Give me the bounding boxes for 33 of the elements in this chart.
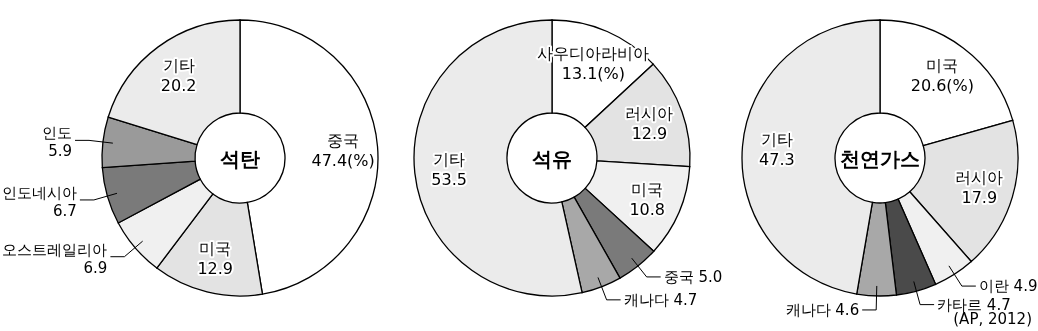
slice-label: 인도네시아 xyxy=(1,183,77,202)
slice-label: 미국 xyxy=(199,239,232,259)
slice-label: 중국 xyxy=(327,130,360,150)
slice-label: 캐나다 4.6 xyxy=(785,300,860,319)
slice-label: 미국 xyxy=(926,56,959,76)
slice-label: 오스트레일리아 xyxy=(2,240,108,259)
slice-label: 인도 xyxy=(42,124,73,143)
text: 석탄 xyxy=(220,147,260,171)
data-label: 47.3 xyxy=(759,150,795,170)
slice-label: 기타 xyxy=(162,55,195,75)
data-label: 12.9 xyxy=(197,259,234,279)
data-label: 53.5 xyxy=(431,170,467,190)
text: (AP, 2012) xyxy=(953,310,1032,328)
data-label: 6.7 xyxy=(53,201,77,220)
data-label: 10.8 xyxy=(629,199,666,219)
slice-label: 중국 5.0 xyxy=(663,267,723,286)
slice-label: 기타 xyxy=(760,130,793,150)
data-label: 20.2 xyxy=(160,75,197,95)
data-label: 13.1(%) xyxy=(561,64,626,84)
text: 석유 xyxy=(532,147,572,171)
data-label: 5.9 xyxy=(48,142,73,161)
slice-label: 기타 xyxy=(433,150,466,170)
data-label: 12.9 xyxy=(631,124,668,144)
text: 천연가스 xyxy=(840,147,920,171)
slice-label: 러시아 xyxy=(955,168,1004,188)
data-label: 6.9 xyxy=(83,258,108,277)
data-label: 47.4(%) xyxy=(311,150,375,170)
data-label: 17.9 xyxy=(961,188,998,208)
data-label: 20.6(%) xyxy=(910,76,975,96)
slice-label: 미국 xyxy=(631,179,664,199)
slice-label: 이란 4.9 xyxy=(978,277,1038,296)
slice-label: 러시아 xyxy=(625,104,674,124)
slice-label: 캐나다 4.7 xyxy=(623,290,698,309)
